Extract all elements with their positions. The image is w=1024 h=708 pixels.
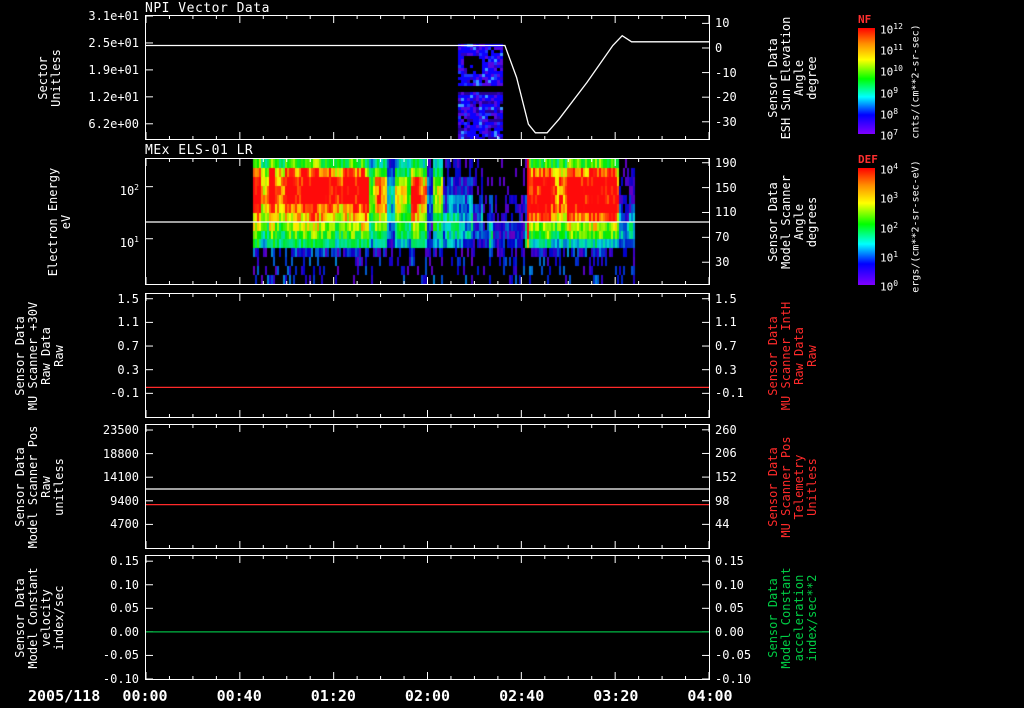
npi-vector-spectrogram-canvas (146, 16, 709, 139)
model-constant-left-tick-label: 0.10 (110, 577, 139, 592)
npi-vector-left-tick-label: 2.5e+01 (88, 35, 139, 50)
panel-mex-els (145, 158, 710, 285)
colorbar-tick-label: 1012 (880, 22, 903, 37)
scanner-pos-right-tick-label: 206 (715, 446, 737, 461)
scanner-pos-right-tick-label: 98 (715, 493, 730, 508)
panel-els-title: MEx ELS-01 LR (145, 143, 254, 158)
colorbar-tick-label: 104 (880, 162, 899, 177)
model-constant-axes (146, 556, 709, 679)
mex-els-right-tick-label: 110 (715, 205, 737, 220)
colorbar-tick-label: 108 (880, 106, 899, 122)
x-axis-tick-label: 04:00 (687, 687, 733, 705)
model-constant-left-tick-label: 0.15 (110, 554, 139, 569)
colorbar-def-title: DEF (858, 153, 878, 166)
mu-scanner-30v-left-tick-label: 0.3 (117, 362, 139, 377)
model-constant-left-tick-label: 0.05 (110, 601, 139, 616)
scanner-pos-axes (146, 425, 709, 548)
npi-vector-left-tick-label: 6.2e+00 (88, 116, 139, 131)
mu-scanner-30v-right-tick-label: 0.3 (715, 362, 737, 377)
npi-vector-right-tick-label: -30 (715, 114, 737, 129)
model-constant-right-tick-label: -0.05 (715, 648, 752, 663)
npi-vector-left-axis-label: Sector Unitless (36, 48, 63, 107)
model-constant-left-tick-label: 0.00 (110, 624, 139, 639)
npi-vector-left-tick-label: 1.2e+01 (88, 89, 139, 104)
mu-scanner-30v-right-tick-label: 0.7 (715, 339, 737, 354)
npi-vector-right-tick-label: 10 (715, 16, 730, 31)
colorbar-tick-label: 1010 (880, 64, 903, 80)
panel-scanner-pos (145, 424, 710, 549)
colorbar-tick-label: 103 (880, 191, 899, 206)
mu-scanner-30v-right-tick-label: 1.5 (715, 291, 737, 306)
mex-els-right-tick-label: 150 (715, 180, 737, 195)
x-axis-tick-label: 02:40 (499, 687, 545, 705)
series-line-sun-elevation-angle (146, 34, 709, 134)
model-constant-right-tick-label: -0.10 (715, 672, 752, 686)
panel-model-constant (145, 555, 710, 680)
scanner-pos-left-tick-label: 4700 (110, 517, 139, 532)
mu-scanner-30v-axes (146, 294, 709, 417)
mex-els-axes (146, 159, 709, 284)
scanner-pos-left-tick-label: 9400 (110, 493, 139, 508)
x-axis-tick-label: 03:20 (593, 687, 639, 705)
npi-vector-right-axis-label: Sensor Data ESH Sun Elevation Angle degree (766, 16, 819, 139)
npi-vector-right-tick-label: 0 (715, 40, 723, 55)
scanner-pos-right-tick-label: 152 (715, 470, 737, 485)
mu-scanner-30v-left-tick-label: 1.5 (117, 291, 139, 306)
model-constant-right-axis-label: Sensor Data Model Constant acceleration ind… (766, 566, 819, 669)
x-axis-tick-label: 00:00 (122, 687, 168, 705)
model-constant-right-tick-label: 0.00 (715, 624, 744, 639)
mex-els-left-tick-label: 101 (119, 234, 139, 250)
colorbar-nf-title: NF (858, 13, 872, 26)
mex-els-right-tick-label: 30 (715, 255, 730, 270)
mu-scanner-30v-right-tick-label: 1.1 (715, 315, 737, 330)
mu-scanner-30v-left-tick-label: 0.7 (117, 339, 139, 354)
npi-vector-left-tick-label: 1.9e+01 (88, 62, 139, 77)
colorbar-tick-label: 101 (880, 249, 899, 265)
colorbar-unit-nf: cnts/(cm**2-sr-sec) (910, 23, 922, 139)
colorbar-tick-label: 107 (880, 128, 899, 143)
model-constant-left-axis-label: Sensor Data Model Constant velocity index/s… (13, 566, 66, 669)
x-axis-tick-label: 00:40 (216, 687, 262, 705)
model-constant-right-tick-label: 0.05 (715, 601, 744, 616)
colorbar-unit-def: ergs/(cm**2-sr-sec-eV) (910, 160, 922, 293)
scanner-pos-left-tick-label: 14100 (102, 470, 139, 485)
scanner-pos-left-tick-label: 18800 (102, 446, 139, 461)
colorbar-def (858, 168, 875, 285)
panel-npi-title: NPI Vector Data (145, 1, 270, 16)
model-constant-right-tick-label: 0.15 (715, 554, 744, 569)
colorbar-tick-label: 102 (880, 220, 899, 236)
model-constant-right-tick-label: 0.10 (715, 577, 744, 592)
npi-vector-right-tick-label: -20 (715, 90, 737, 105)
colorbar-tick-label: 109 (880, 85, 899, 101)
model-constant-left-tick-label: -0.05 (102, 648, 139, 663)
mu-scanner-30v-left-tick-label: 1.1 (117, 315, 139, 330)
mex-els-left-tick-label: 102 (119, 182, 139, 198)
mex-els-right-tick-label: 70 (715, 230, 730, 245)
model-constant-left-tick-label: -0.10 (102, 672, 139, 686)
npi-vector-left-tick-label: 3.1e+01 (88, 9, 139, 23)
npi-vector-axes (146, 16, 709, 139)
mu-scanner-30v-right-tick-label: -0.1 (715, 386, 744, 401)
scanner-pos-right-tick-label: 260 (715, 422, 737, 437)
colorbar-nf (858, 28, 875, 134)
panel-mu-scanner-30v (145, 293, 710, 418)
scanner-pos-right-tick-label: 44 (715, 517, 730, 532)
panel-npi-vector (145, 15, 710, 140)
x-axis-tick-label: 02:00 (404, 687, 451, 705)
colorbar-tick-label: 1011 (880, 43, 903, 58)
x-axis-date-label: 2005/118 (28, 687, 101, 705)
mu-scanner-30v-left-tick-label: -0.1 (110, 386, 139, 401)
scanner-pos-left-tick-label: 23500 (102, 423, 139, 438)
mex-els-right-tick-label: 190 (715, 155, 737, 170)
x-axis-tick-label: 01:20 (310, 687, 356, 705)
npi-vector-right-tick-label: -10 (715, 65, 737, 80)
colorbar-tick-label: 100 (880, 279, 899, 294)
